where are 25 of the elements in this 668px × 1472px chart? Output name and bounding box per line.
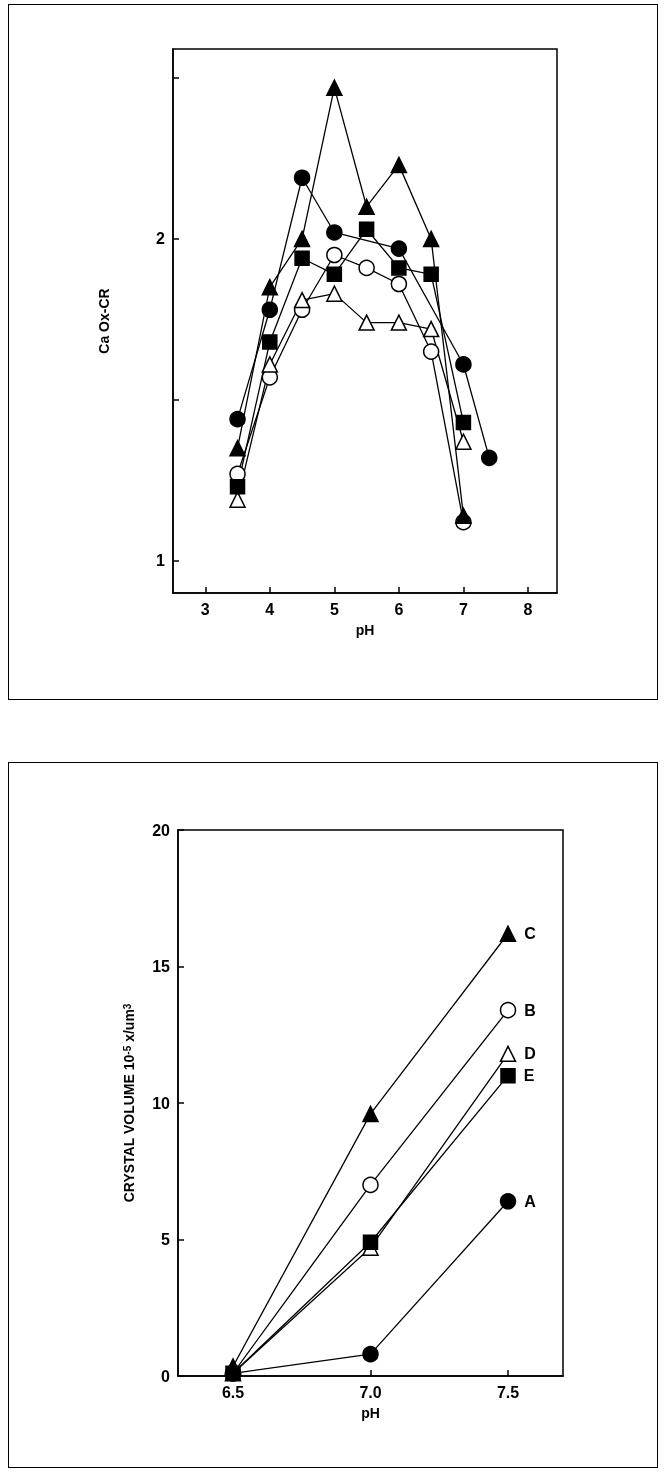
x-axis-title: pH [361, 1405, 380, 1421]
x-tick-label: 6 [394, 600, 404, 618]
y-axis-title: Ca Ox-CR [96, 288, 112, 354]
x-tick-label: 7.0 [359, 1383, 382, 1401]
series-label: D [524, 1045, 536, 1063]
y-tick-label: 5 [161, 1231, 171, 1248]
series-label: C [524, 925, 537, 943]
y-tick-label: 0 [161, 1367, 171, 1385]
x-axis-title: pH [355, 622, 375, 638]
y-tick-label: 1 [156, 552, 166, 570]
series-label: B [524, 1001, 536, 1019]
y-axis-title: CRYSTAL VOLUME 10-5 x/um3 [121, 1003, 137, 1203]
series-label: A [524, 1192, 537, 1210]
series-label: E [523, 1067, 535, 1085]
x-tick-label: 5 [329, 600, 339, 618]
x-tick-label: 7.5 [496, 1383, 520, 1401]
y-tick-label: 15 [152, 958, 171, 975]
y-tick-label: 2 [156, 230, 166, 248]
y-tick-label: 10 [152, 1094, 171, 1112]
x-tick-label: 7 [458, 600, 468, 618]
x-tick-label: 4 [265, 600, 275, 618]
x-tick-label: 3 [200, 600, 210, 618]
x-tick-label: 8 [523, 600, 533, 618]
y-tick-label: 20 [152, 821, 171, 839]
x-tick-label: 6.5 [221, 1383, 245, 1401]
